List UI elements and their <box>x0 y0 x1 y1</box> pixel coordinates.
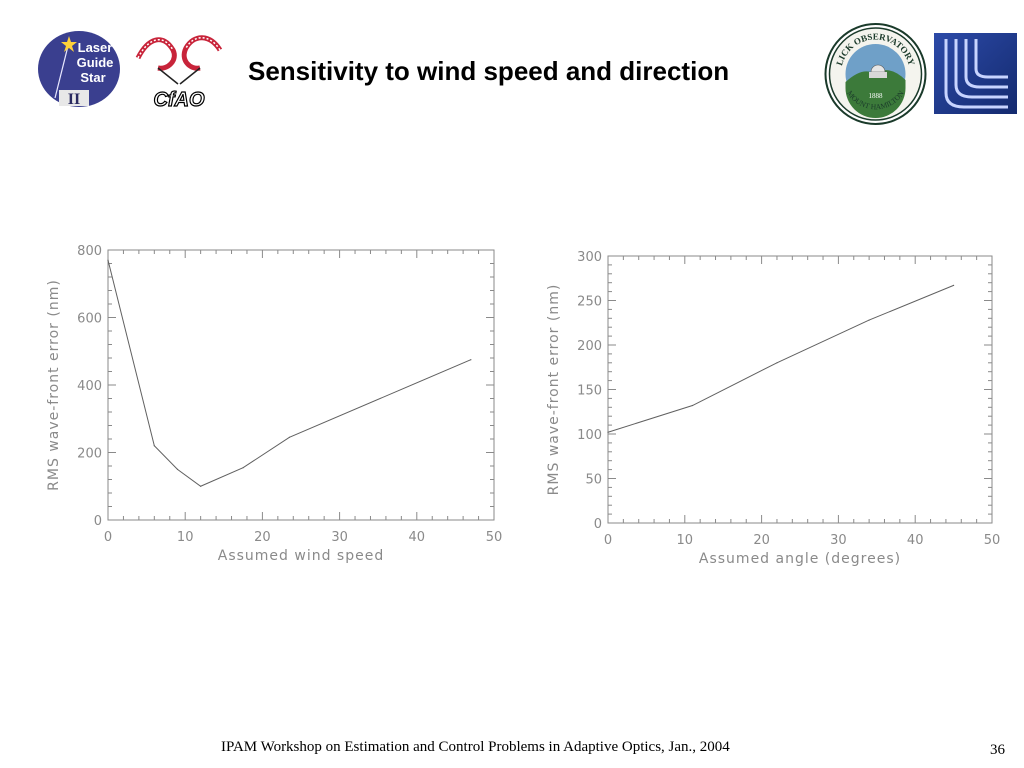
cfao-ribbon-left-stripe <box>137 39 174 59</box>
lgs-logo-plate <box>59 90 89 106</box>
chart-wind-speed-data-point <box>200 485 202 487</box>
chart-wind-speed-x-tick-label: 40 <box>409 530 426 545</box>
chart-angle-y-tick-label: 50 <box>585 473 602 488</box>
chart-wind-speed-x-axis-label: Assumed wind speed <box>218 548 384 564</box>
cfao-ribbon-right-icon <box>181 35 223 71</box>
chart-angle-data-point <box>691 404 694 407</box>
chart-angle-ticks <box>607 255 993 524</box>
chart-wind-speed-data-point <box>153 445 155 447</box>
observatory-dome-icon <box>870 64 886 73</box>
chart-angle-tick-labels: 0 10 20 30 40 50 0 50 100 150 200 250 300 <box>577 250 1000 548</box>
chart-wind-speed-points <box>107 259 472 487</box>
chart-angle-plot-frame <box>607 255 993 524</box>
star-icon <box>61 36 77 52</box>
chart-wind-speed-y-tick-label: 400 <box>77 379 102 394</box>
chart-wind-speed-tick-labels: 0 10 20 30 40 50 0 200 400 600 800 <box>77 244 502 545</box>
chart-angle-y-axis-label: RMS wave-front error (nm) <box>546 284 562 496</box>
chart-angle: 0 10 20 30 40 50 0 50 100 150 200 250 300 Assumed an… <box>546 250 1000 567</box>
chart-angle-data-point <box>607 431 609 433</box>
chart-wind-speed-y-tick-label: 600 <box>77 312 102 327</box>
chart-wind-speed-x-tick-label: 30 <box>331 530 348 545</box>
lgs-logo-roman: II <box>68 91 80 108</box>
chart-angle-x-tick-label: 0 <box>604 533 612 548</box>
chart-angle-y-tick-label: 250 <box>577 295 602 310</box>
chart-angle-y-tick-label: 100 <box>577 428 602 443</box>
chart-angle-x-tick-label: 20 <box>753 533 770 548</box>
chart-angle-data-point <box>953 284 955 286</box>
chart-wind-speed-plot-frame <box>107 249 495 521</box>
chart-wind-speed: 0 10 20 30 40 50 0 200 400 600 800 Assumed wind sp… <box>46 244 502 564</box>
chart-wind-speed-series-line <box>107 260 472 487</box>
chart-wind-speed-data-point <box>242 467 244 469</box>
cfao-logo-text: CfAO <box>153 89 205 111</box>
university-logo <box>934 33 1017 114</box>
chart-wind-speed-x-tick-label: 10 <box>177 530 194 545</box>
chart-angle-x-axis-label: Assumed angle (degrees) <box>699 551 901 567</box>
chart-wind-speed-ticks <box>107 249 495 521</box>
chart-angle-points <box>607 284 955 433</box>
chart-wind-speed-data-point <box>107 259 109 261</box>
chart-angle-series-line <box>607 284 954 433</box>
chart-wind-speed-y-tick-label: 0 <box>94 514 102 529</box>
chart-wind-speed-y-axis-label: RMS wave-front error (nm) <box>46 279 62 491</box>
lgs-logo-line2: Guide <box>77 55 114 70</box>
university-logo-mark-icon <box>944 39 1008 109</box>
cfao-ribbon-right-stripe <box>185 37 221 51</box>
seal-hills-icon <box>845 70 906 118</box>
laser-guide-star-logo: Laser Guide Star II <box>38 31 120 108</box>
chart-wind-speed-y-tick-label: 200 <box>77 447 102 462</box>
chart-angle-y-tick-label: 0 <box>594 517 602 532</box>
footer-text: IPAM Workshop on Estimation and Control … <box>221 739 730 755</box>
chart-wind-speed-x-tick-label: 0 <box>104 530 112 545</box>
page-number: 36 <box>990 742 1005 758</box>
lgs-logo-line3: Star <box>80 70 105 85</box>
chart-wind-speed-x-tick-label: 20 <box>254 530 271 545</box>
cfao-logo: CfAO <box>135 35 223 112</box>
cfao-arm-right <box>179 67 201 85</box>
lick-observatory-seal: LICK OBSERVATORY MOUNT HAMILTON 1888 <box>824 23 927 125</box>
lgs-logo-background <box>38 31 120 107</box>
chart-angle-x-tick-label: 50 <box>984 533 1001 548</box>
chart-angle-data-point <box>776 362 778 364</box>
lgs-logo-line1: Laser <box>78 40 113 55</box>
chart-wind-speed-data-point <box>470 359 472 361</box>
chart-angle-y-tick-label: 300 <box>577 250 602 265</box>
chart-angle-y-tick-label: 200 <box>577 339 602 354</box>
chart-wind-speed-data-point <box>288 436 291 438</box>
observatory-building-icon <box>869 72 887 78</box>
page-title: Sensitivity to wind speed and direction <box>248 56 730 86</box>
seal-year: 1888 <box>869 92 884 100</box>
chart-angle-x-tick-label: 30 <box>830 533 847 548</box>
cfao-arm-left <box>157 67 179 85</box>
chart-angle-y-tick-label: 150 <box>577 384 602 399</box>
chart-wind-speed-x-tick-label: 50 <box>486 530 503 545</box>
chart-angle-x-tick-label: 10 <box>677 533 694 548</box>
chart-wind-speed-data-point <box>176 468 179 470</box>
chart-angle-data-point <box>868 319 870 321</box>
chart-wind-speed-y-tick-label: 800 <box>77 244 102 259</box>
laser-beam-icon <box>54 41 70 99</box>
chart-angle-x-tick-label: 40 <box>907 533 924 548</box>
